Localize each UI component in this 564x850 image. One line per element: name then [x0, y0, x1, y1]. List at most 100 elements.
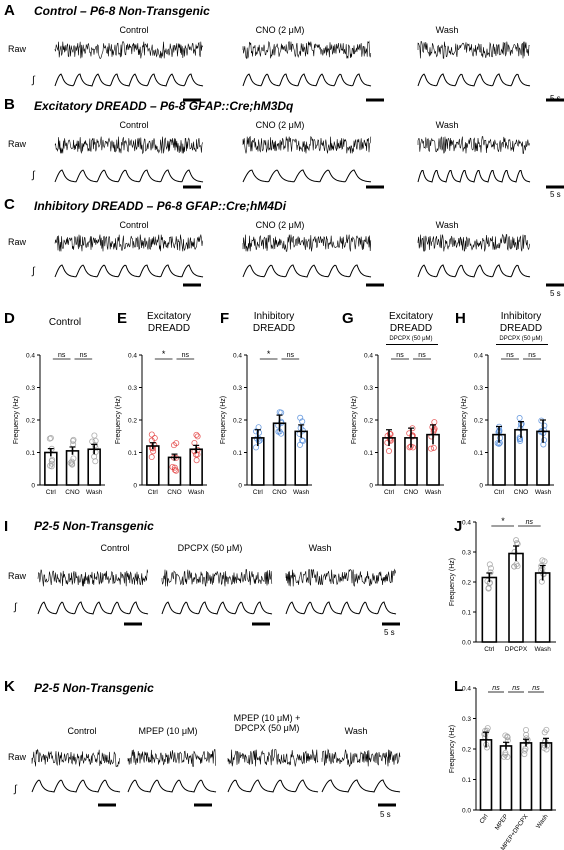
panel-c-raw-label: Raw	[8, 237, 27, 247]
panel-d-data-point	[48, 460, 55, 467]
panel-l-x-tick-label: MPEP	[494, 813, 510, 831]
panel-e-x-tick-label: CNO	[167, 489, 181, 496]
panel-d-data-point	[68, 458, 75, 465]
panel-g-subtitle-rule	[386, 344, 438, 345]
panel-d-significance-label: ns	[58, 352, 66, 359]
panel-f-data-point	[253, 444, 260, 451]
panel-f-y-tick-label: 0.1	[233, 450, 242, 457]
panel-e-letter: E	[117, 310, 128, 327]
panel-l-data-point	[521, 751, 528, 758]
panel-d-data-point	[92, 444, 99, 451]
panel-c-raw-trace-3	[417, 233, 530, 252]
panel-l-data-point	[504, 753, 511, 760]
panel-j-data-point	[511, 549, 518, 556]
panel-f-x-tick-label: CNO	[272, 489, 286, 496]
panel-l-y-tick-label: 0.0	[462, 808, 471, 815]
panel-a-integrated-trace-1	[54, 73, 204, 87]
panel-c-integrated-trace-1	[54, 264, 204, 278]
panel-g-y-tick-label: 0.3	[364, 385, 373, 392]
panel-j-y-tick-label: 0.2	[462, 580, 471, 587]
panel-b-scale-label: 5 s	[550, 190, 561, 199]
panel-c-raw-trace-1	[54, 234, 203, 252]
panel-h-significance-label: ns	[506, 352, 514, 359]
panel-d-data-point	[92, 437, 99, 444]
panel-h-data-point	[516, 415, 523, 422]
panel-k-cond-3: MPEP (10 μM) + DPCPX (50 μM)	[233, 713, 301, 733]
panel-d-data-point	[69, 437, 76, 444]
panel-h-x-tick-label: CNO	[514, 489, 528, 496]
panel-h-y-tick-label: 0.4	[474, 353, 483, 360]
panel-b-cond-2: CNO (2 μM)	[255, 120, 305, 130]
panel-a-title: Control – P6-8 Non-Transgenic	[34, 4, 210, 18]
panel-j-data-point	[538, 578, 545, 585]
panel-i-integral-label: ∫	[14, 602, 17, 613]
panel-e-data-point	[171, 464, 178, 471]
panel-d-data-point	[47, 435, 54, 442]
panel-j-significance-label: ns	[526, 519, 534, 526]
panel-e-bar-ctrl	[146, 445, 160, 486]
panel-d-data-point	[70, 455, 77, 462]
panel-l-x-tick-label: Ctrl	[478, 813, 489, 825]
panel-d-x-tick-label: Ctrl	[46, 489, 57, 496]
panel-i-integrated-trace-2	[161, 601, 273, 615]
panel-b-raw-trace-1	[54, 136, 203, 155]
panel-j-data-point	[540, 571, 547, 578]
panel-h-subtitle: DPCPX (50 μM)	[499, 336, 543, 342]
panel-b-cond-1: Control	[119, 120, 149, 130]
panel-d-letter: D	[4, 310, 15, 327]
panel-g-y-axis-label: Frequency (Hz)	[351, 396, 358, 444]
panel-h-y-tick-label: 0	[479, 483, 483, 490]
panel-e-title: Excitatory DREADD	[147, 311, 191, 334]
panel-g-data-point	[406, 444, 413, 451]
panel-f-y-tick-label: 0.2	[233, 418, 242, 425]
panel-j-x-tick-label: Ctrl	[484, 646, 495, 653]
panel-g-data-point	[431, 425, 438, 432]
panel-e-data-point	[194, 433, 201, 440]
panel-i-raw-label: Raw	[8, 571, 27, 581]
panel-k-letter: K	[4, 678, 15, 695]
panel-e-y-axis-label: Frequency (Hz)	[115, 396, 122, 444]
panel-d-data-point	[46, 435, 53, 442]
panel-j-y-axis-label: Frequency (Hz)	[449, 558, 456, 606]
panel-g-y-tick-label: 0	[369, 483, 373, 490]
panel-l-x-tick-label: Wash	[535, 813, 550, 830]
panel-h-y-axis-label: Frequency (Hz)	[461, 396, 468, 444]
panel-l-y-tick-label: 0.3	[462, 716, 471, 723]
panel-h-y-tick-label: 0.2	[474, 418, 483, 425]
panel-g-data-point	[387, 431, 394, 438]
panel-j-letter: J	[454, 518, 463, 535]
panel-h-y-tick-label: 0.1	[474, 450, 483, 457]
panel-b-raw-trace-3	[417, 136, 530, 154]
panel-h-title: Inhibitory DREADD	[499, 311, 543, 334]
panel-i-scale-label: 5 s	[384, 628, 395, 637]
panel-e-data-point	[173, 467, 180, 474]
panel-e-data-point	[193, 457, 200, 464]
panel-c-integrated-trace-3	[417, 264, 531, 278]
panel-d-y-tick-label: 0.2	[26, 418, 35, 425]
panel-h-data-point	[541, 437, 548, 444]
panel-g-title: Excitatory DREADD	[389, 311, 433, 334]
panel-d-y-tick-label: 0	[31, 483, 35, 490]
panel-j-data-point	[539, 557, 546, 564]
panel-i-letter: I	[4, 518, 9, 535]
panel-g-x-tick-label: Ctrl	[384, 489, 395, 496]
panel-c-raw-trace-2	[242, 234, 372, 252]
panel-h-x-tick-label: Ctrl	[494, 489, 505, 496]
panel-j-data-point	[487, 569, 494, 576]
panel-l-data-point	[484, 725, 491, 732]
panel-f-title: Inhibitory DREADD	[252, 311, 296, 334]
panel-b-raw-label: Raw	[8, 139, 27, 149]
panel-k-integrated-trace-4	[321, 779, 401, 793]
panel-b-integrated-trace-1	[54, 169, 204, 183]
panel-l-letter: L	[454, 678, 464, 695]
panel-c-cond-2: CNO (2 μM)	[255, 220, 305, 230]
panel-a-integrated-trace-2	[242, 73, 372, 87]
panel-f-x-tick-label: Wash	[293, 489, 310, 496]
panel-c-integral-label: ∫	[32, 266, 35, 277]
panel-k-cond-1: Control	[67, 726, 97, 736]
panel-d-data-point	[47, 462, 54, 469]
panel-c-title: Inhibitory DREADD – P6-8 GFAP::Cre;hM4Di	[34, 199, 287, 213]
panel-a-letter: A	[4, 2, 15, 19]
panel-g-significance-label: ns	[418, 352, 426, 359]
panel-i-cond-3: Wash	[308, 543, 332, 553]
